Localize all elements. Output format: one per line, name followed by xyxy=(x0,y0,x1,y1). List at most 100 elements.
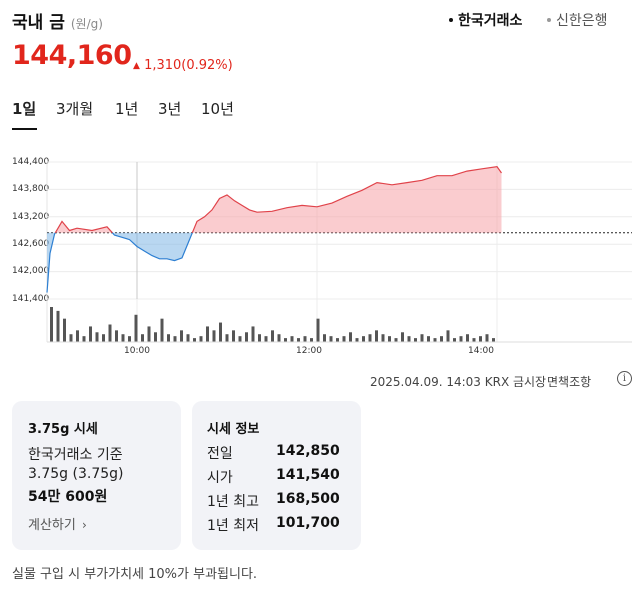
volume-bar xyxy=(316,318,320,342)
row-low-value: 101,700 xyxy=(276,515,340,531)
volume-bar xyxy=(394,338,398,342)
volume-bar xyxy=(147,326,151,342)
area-below-baseline xyxy=(47,232,56,293)
volume-bar xyxy=(388,336,391,342)
volume-bar xyxy=(297,338,300,342)
tab-1d[interactable]: 1일 xyxy=(12,100,37,118)
volume-bar xyxy=(206,326,209,342)
volume-bar xyxy=(453,338,456,342)
volume-bar xyxy=(336,338,339,342)
area-below-baseline xyxy=(112,232,193,261)
volume-bar xyxy=(427,336,430,342)
volume-bar xyxy=(186,334,190,342)
timestamp-text: 2025.04.09. 14:03 KRX 금시장 xyxy=(370,375,547,389)
tab-3y[interactable]: 3년 xyxy=(158,100,182,118)
vat-notice: 실물 구입 시 부가가치세 10%가 부과됩니다. xyxy=(12,567,258,582)
volume-bar xyxy=(69,334,73,342)
source-tab-krx[interactable]: 한국거래소 xyxy=(449,10,522,30)
volume-bar xyxy=(271,330,274,342)
separator-dot: · xyxy=(551,375,556,389)
change-amount: 1,310 xyxy=(144,58,182,73)
volume-bar xyxy=(245,332,248,342)
chevron-right-icon: › xyxy=(81,518,87,532)
volume-bar xyxy=(466,334,469,342)
tab-1y[interactable]: 1년 xyxy=(115,100,139,118)
disclaimer-text: 면책조항 xyxy=(547,375,592,389)
volume-bar xyxy=(401,332,404,342)
source-label-krx: 한국거래소 xyxy=(458,13,523,29)
volume-bar xyxy=(277,334,281,342)
volume-bar xyxy=(232,330,235,342)
price-chart[interactable] xyxy=(0,0,640,360)
volume-bar xyxy=(362,336,365,342)
x-tick-label: 12:00 xyxy=(296,346,322,356)
active-dot-icon xyxy=(449,18,453,22)
volume-bar xyxy=(284,338,287,342)
row-open-label: 시가 xyxy=(207,470,233,486)
price-line xyxy=(111,232,193,262)
card-3-75g xyxy=(12,401,181,550)
volume-bar xyxy=(82,336,86,342)
row-prev-value: 142,850 xyxy=(276,443,340,459)
volume-bar xyxy=(472,338,476,342)
volume-bar xyxy=(63,318,66,342)
y-tick-label: 143,200 xyxy=(12,212,50,222)
volume-bar xyxy=(258,334,261,342)
volume-bar xyxy=(89,326,92,342)
source-label-shinhan: 신한은행 xyxy=(556,13,608,29)
volume-bar xyxy=(446,330,450,342)
price-line xyxy=(191,165,502,234)
volume-bar xyxy=(342,336,346,342)
current-price: 144,160 xyxy=(12,40,132,71)
row-high-label: 1년 최고 xyxy=(207,494,259,510)
tab-10y[interactable]: 10년 xyxy=(201,100,234,118)
volume-bar xyxy=(375,330,378,342)
price-change: ▲ 1,310(0.92%) xyxy=(133,58,233,73)
price-line xyxy=(54,220,113,234)
y-tick-label: 141,400 xyxy=(12,294,50,304)
row-low-label: 1년 최저 xyxy=(207,518,259,534)
tab-3m[interactable]: 3개월 xyxy=(56,100,94,118)
volume-bar xyxy=(414,338,417,342)
source-tab-shinhan[interactable]: 신한은행 xyxy=(547,10,608,30)
volume-bar xyxy=(160,318,164,342)
volume-bar xyxy=(251,326,255,342)
volume-bar xyxy=(238,336,242,342)
volume-bar xyxy=(128,336,131,342)
volume-bar xyxy=(479,336,482,342)
page-title: 국내 금 (원/g) xyxy=(12,8,103,33)
price-line xyxy=(46,232,56,293)
volume-bar xyxy=(95,332,99,342)
card-left-title: 3.75g 시세 xyxy=(28,422,98,437)
volume-bar xyxy=(212,330,216,342)
calc-button[interactable]: 계산하기 › xyxy=(28,514,87,533)
volume-bar xyxy=(485,334,489,342)
disclaimer-link[interactable]: 면책조항 xyxy=(547,373,591,390)
card-price-info xyxy=(192,401,361,550)
volume-bar xyxy=(381,334,385,342)
info-icon[interactable]: i xyxy=(617,371,632,386)
change-percent: (0.92%) xyxy=(181,58,233,73)
volume-bar xyxy=(225,334,229,342)
volume-bar xyxy=(193,338,196,342)
volume-bar xyxy=(76,330,79,342)
x-tick-label: 14:00 xyxy=(468,346,494,356)
area-above-baseline xyxy=(192,166,502,233)
volume-bar xyxy=(349,332,352,342)
volume-bar xyxy=(303,336,307,342)
y-tick-label: 143,800 xyxy=(12,184,50,194)
volume-bar xyxy=(420,334,424,342)
up-arrow-icon: ▲ xyxy=(133,61,140,71)
volume-bar xyxy=(134,314,138,342)
card-right-title: 시세 정보 xyxy=(207,422,260,437)
volume-bar xyxy=(121,334,125,342)
area-above-baseline xyxy=(55,221,113,233)
volume-bar xyxy=(219,322,222,342)
title-text: 국내 금 xyxy=(12,13,65,33)
volume-bar xyxy=(433,338,437,342)
row-high-value: 168,500 xyxy=(276,491,340,507)
volume-bar xyxy=(355,338,359,342)
volume-bar xyxy=(102,334,105,342)
volume-bar xyxy=(50,307,53,342)
calc-label: 계산하기 xyxy=(28,518,76,533)
